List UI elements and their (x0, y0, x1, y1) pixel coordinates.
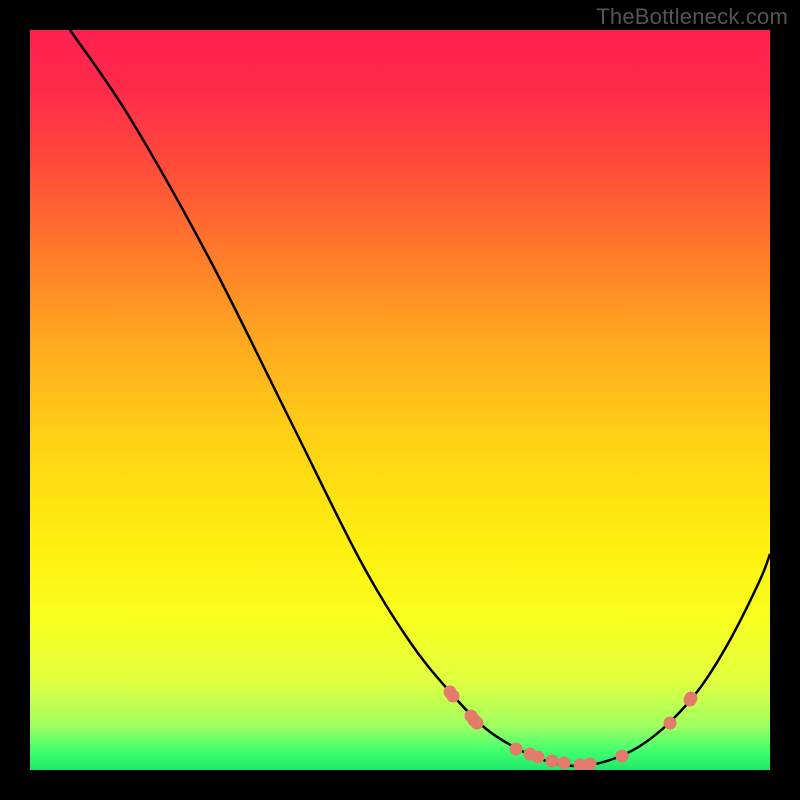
watermark-label: TheBottleneck.com (596, 4, 788, 30)
data-marker (447, 690, 459, 702)
data-marker (584, 758, 596, 770)
data-marker (546, 755, 558, 767)
bottleneck-curve-chart (30, 30, 770, 770)
chart-container: TheBottleneck.com (0, 0, 800, 800)
data-marker (616, 750, 628, 762)
gradient-background (30, 30, 770, 770)
data-marker (685, 692, 697, 704)
data-marker (558, 757, 570, 769)
data-marker (664, 717, 676, 729)
data-marker (471, 717, 483, 729)
data-marker (510, 743, 522, 755)
plot-area (30, 30, 770, 770)
data-marker (532, 751, 544, 763)
